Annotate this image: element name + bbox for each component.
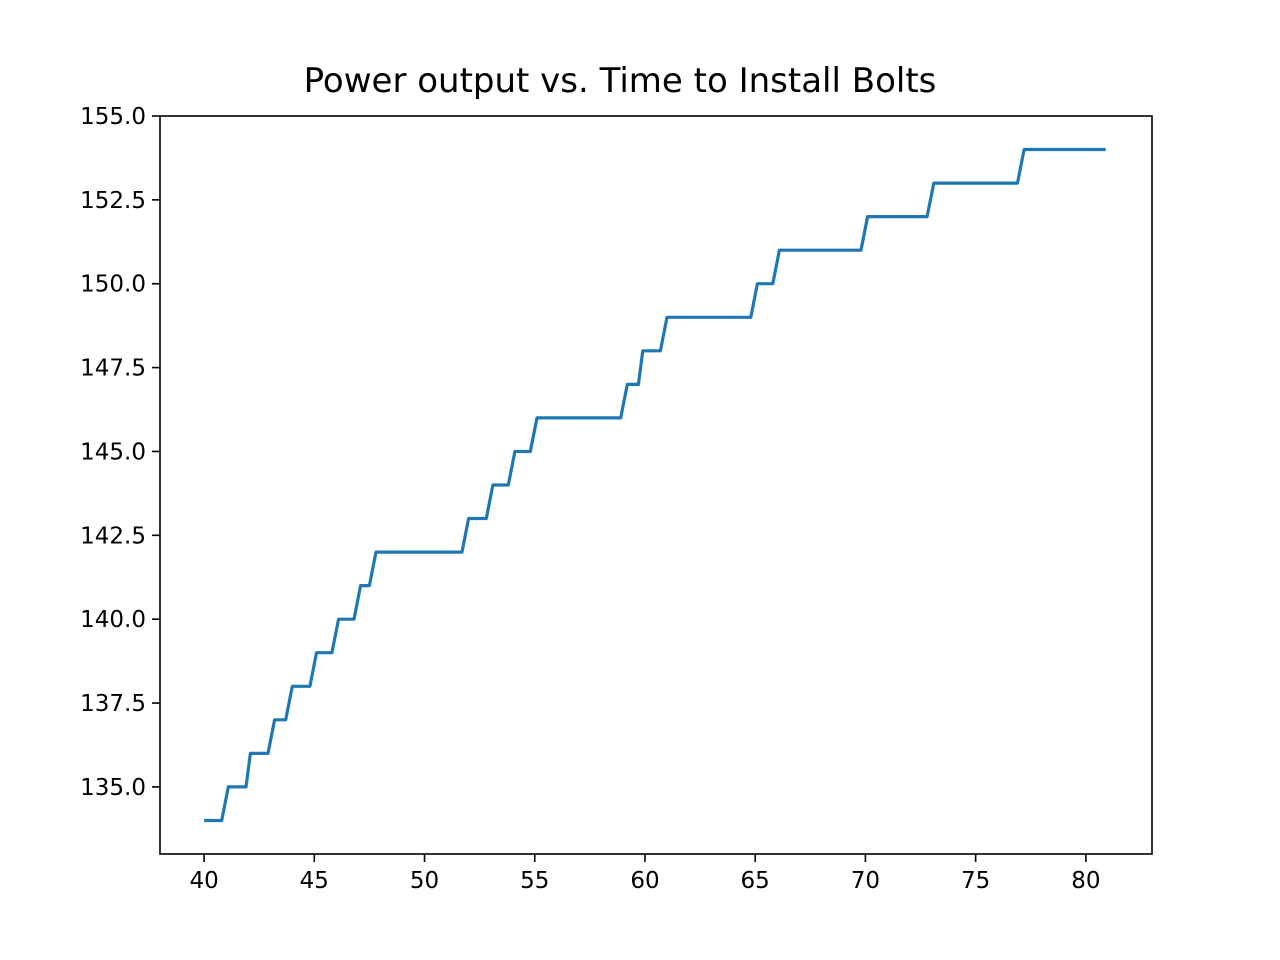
y-tick-label: 145.0: [80, 439, 146, 465]
x-tick-label: 50: [410, 868, 439, 894]
x-tick-label: 70: [851, 868, 880, 894]
y-tick-label: 142.5: [80, 523, 146, 549]
x-tick-label: 40: [189, 868, 218, 894]
y-tick-label: 135.0: [80, 775, 146, 801]
y-tick-label: 147.5: [80, 356, 146, 382]
plot-area: [204, 147, 1106, 823]
y-tick-label: 140.0: [80, 607, 146, 633]
x-tick-label: 75: [961, 868, 990, 894]
plot-frame: [159, 115, 1153, 855]
chart-title: Power output vs. Time to Install Bolts: [304, 61, 937, 101]
x-tick-label: 45: [300, 868, 329, 894]
x-tick-label: 65: [741, 868, 770, 894]
x-tick-label: 60: [630, 868, 659, 894]
y-tick-label: 150.0: [80, 272, 146, 298]
y-tick-label: 137.5: [80, 691, 146, 717]
y-tick-label: 155.0: [80, 104, 146, 130]
series-line: [204, 147, 1106, 823]
x-tick-label: 55: [520, 868, 549, 894]
axis-ticks: 40 45 50 55 60 65 70 75 80 135.0 137.5 140.0 142.5 14…: [80, 104, 1100, 894]
x-tick-label: 80: [1071, 868, 1100, 894]
y-tick-label: 152.5: [80, 188, 146, 214]
